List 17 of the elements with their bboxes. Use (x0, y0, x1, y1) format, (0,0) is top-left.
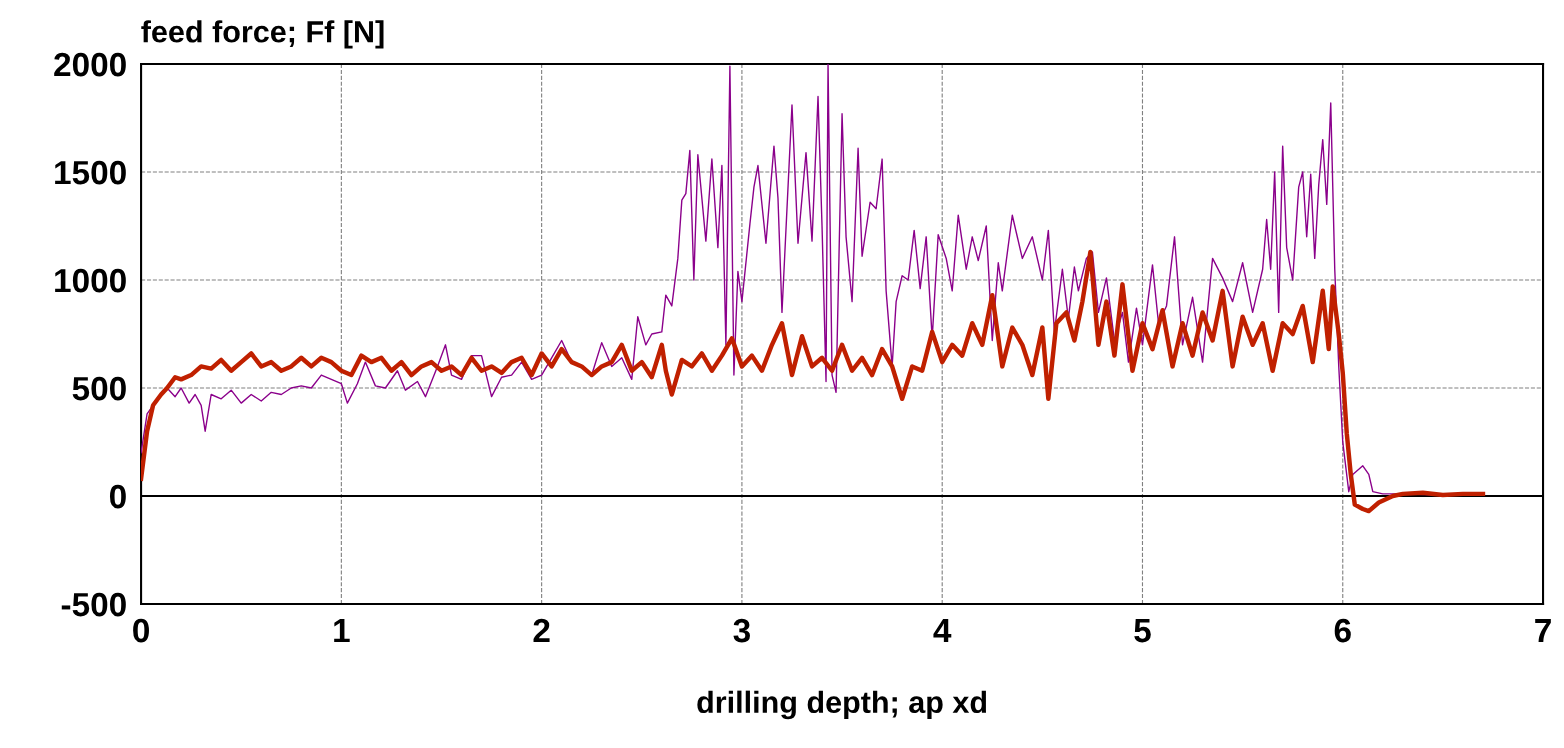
x-tick-label: 0 (133, 618, 149, 643)
x-tick-label: 3 (733, 618, 750, 643)
x-axis-title: drilling depth; ap xd (697, 690, 987, 720)
y-tick-label: 0 (109, 484, 126, 509)
y-axis-title: feed force; Ff [N] (141, 20, 384, 49)
line-series (141, 249, 1486, 514)
x-tick-label: 7 (1535, 619, 1551, 643)
y-tick-label: 1000 (55, 268, 126, 293)
y-tick-label: -500 (61, 592, 126, 617)
y-tick-label: 1500 (55, 160, 126, 185)
x-tick-label: 2 (533, 618, 550, 643)
y-tick-label: 2000 (54, 52, 126, 77)
x-tick-label: 5 (1134, 619, 1151, 643)
y-tick-label: 500 (72, 376, 126, 401)
x-tick-label: 4 (933, 619, 952, 643)
x-tick-label: 1 (334, 619, 350, 643)
x-tick-label: 6 (1334, 618, 1351, 643)
